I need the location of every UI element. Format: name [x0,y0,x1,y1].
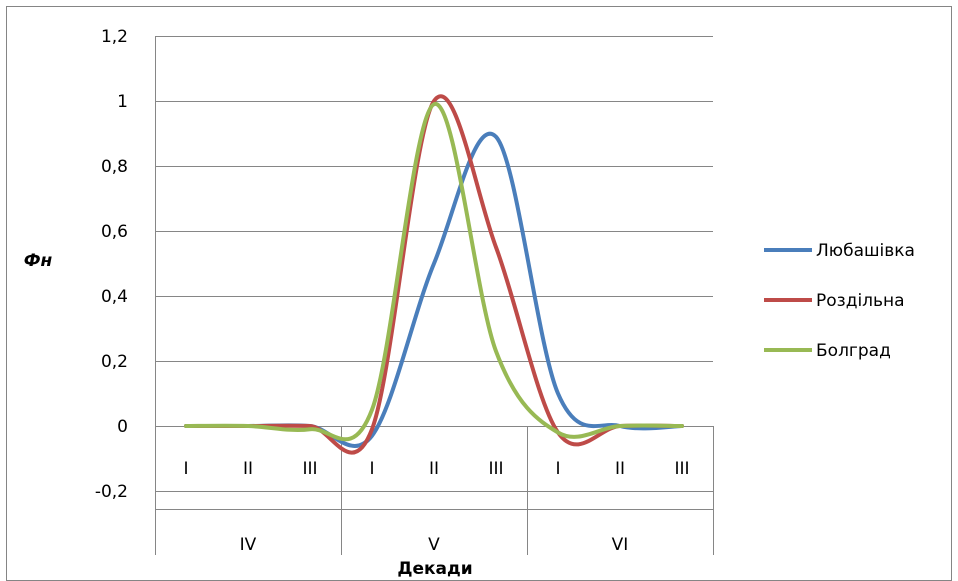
group-label: VI [612,535,629,555]
y-tick-label: 0,8 [101,157,128,177]
x-tick-label: III [674,459,689,479]
series-line-3 [184,102,684,442]
y-tick-label: 0,4 [101,287,128,307]
legend-label: Любашівка [816,241,915,261]
x-tick-label: II [243,459,253,479]
legend: Любашівка Роздільна Болград [764,241,915,361]
x-axis-title: Декади [397,559,472,579]
group-label: V [428,535,440,555]
y-axis-ticks: 1,2 1 0,8 0,6 0,4 0,2 0 -0,2 [95,27,128,502]
series-line-2 [184,94,684,455]
y-tick-label: 0,2 [101,352,128,372]
chart-border [6,6,952,581]
y-tick-label: 1,2 [101,27,128,47]
y-tick-label: 1 [117,92,128,112]
y-tick-label: -0,2 [95,482,128,502]
x-tick-label: I [555,459,560,479]
legend-label: Роздільна [816,291,905,311]
legend-label: Болград [816,341,891,361]
x-tick-label: I [369,459,374,479]
y-axis-title: Фн [24,251,53,271]
x-tick-label: II [615,459,625,479]
y-tick-label: 0,6 [101,222,128,242]
y-tick-label: 0 [117,417,128,437]
group-label: IV [240,535,257,555]
x-tick-label: II [429,459,439,479]
gridlines [155,36,713,555]
x-tick-label: III [488,459,503,479]
series-lines [184,94,684,455]
x-tick-label: III [302,459,317,479]
x-tick-label: I [183,459,188,479]
